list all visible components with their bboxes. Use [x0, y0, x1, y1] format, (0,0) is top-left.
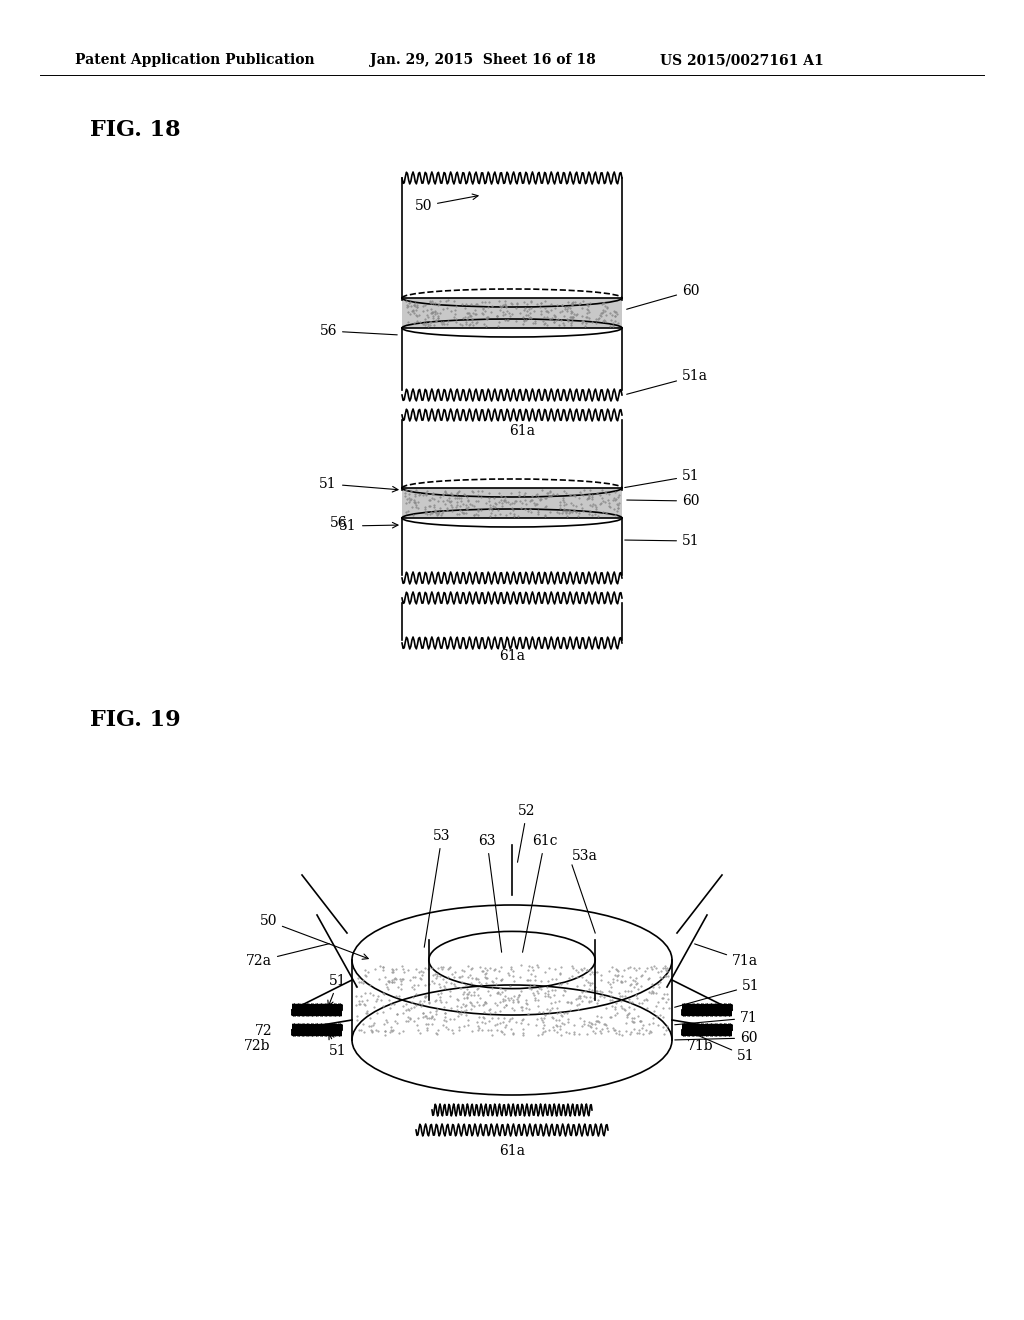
Text: 60: 60 [627, 494, 699, 508]
Text: 51: 51 [699, 1036, 755, 1063]
Text: FIG. 18: FIG. 18 [90, 119, 180, 141]
Text: 51: 51 [339, 519, 398, 533]
Text: 51: 51 [328, 974, 347, 1006]
Text: Patent Application Publication: Patent Application Publication [75, 53, 314, 67]
Text: 56: 56 [319, 323, 397, 338]
Text: Jan. 29, 2015  Sheet 16 of 18: Jan. 29, 2015 Sheet 16 of 18 [370, 53, 596, 67]
Text: FIG. 19: FIG. 19 [90, 709, 180, 731]
Text: 61c: 61c [522, 834, 557, 952]
Text: 72: 72 [254, 1024, 272, 1038]
Text: 56: 56 [330, 516, 347, 531]
Text: 60: 60 [675, 1031, 758, 1045]
Text: 61a: 61a [509, 424, 535, 438]
Text: 71b: 71b [687, 1039, 714, 1053]
Text: 53: 53 [424, 829, 451, 948]
Text: 61a: 61a [499, 649, 525, 663]
Text: 50: 50 [415, 194, 478, 213]
Text: 51: 51 [675, 979, 760, 1007]
Text: 51a: 51a [627, 370, 708, 395]
Text: 71: 71 [675, 1011, 758, 1026]
Text: 51: 51 [329, 1034, 347, 1059]
Text: 71a: 71a [694, 944, 758, 968]
FancyBboxPatch shape [402, 298, 622, 327]
FancyBboxPatch shape [402, 488, 622, 517]
Text: 61a: 61a [499, 1144, 525, 1158]
Text: 51: 51 [625, 469, 699, 487]
Text: 60: 60 [627, 284, 699, 309]
Text: 51: 51 [625, 535, 699, 548]
Text: 63: 63 [478, 834, 502, 952]
Text: 72b: 72b [244, 1039, 270, 1053]
Text: 72a: 72a [246, 944, 330, 968]
Text: 52: 52 [517, 804, 536, 862]
Text: 50: 50 [259, 913, 369, 960]
Text: US 2015/0027161 A1: US 2015/0027161 A1 [660, 53, 823, 67]
Text: 53a: 53a [572, 849, 598, 863]
Text: 51: 51 [319, 477, 398, 492]
